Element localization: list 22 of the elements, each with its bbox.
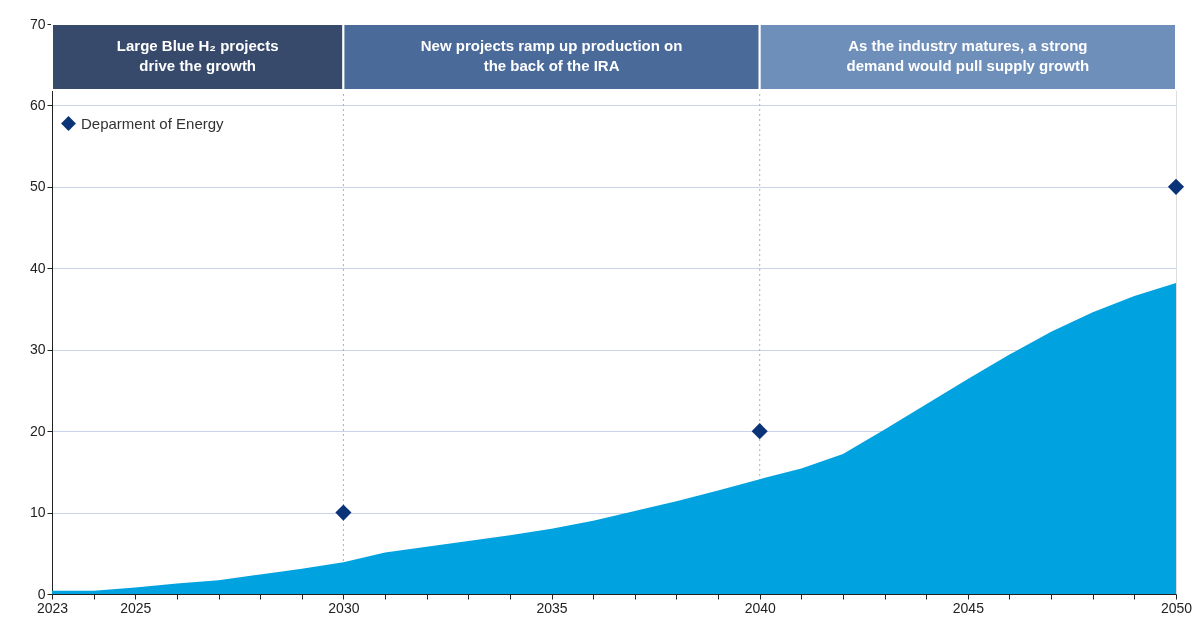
y-tick-label: 40 — [29, 259, 46, 276]
band-label: New projects ramp up production on the back of the IRA — [420, 37, 683, 74]
x-tick-label: 2025 — [120, 599, 152, 616]
band-label: As the industry matures, a strong demand would pull supply growth — [846, 37, 1090, 74]
band-label: Large Blue H₂ projects drive the growth — [116, 37, 279, 74]
x-tick-label: 2035 — [536, 599, 568, 616]
y-tick-label: 30 — [29, 341, 46, 358]
y-tick-label: 50 — [29, 178, 46, 195]
point — [335, 504, 352, 521]
y-tick-label: 60 — [29, 96, 46, 113]
x-tick-label: 2050 — [1160, 599, 1193, 616]
y-tick-label: 0 — [37, 585, 46, 602]
y-tick-label: 20 — [29, 422, 46, 439]
point — [1167, 178, 1185, 195]
legend-label: Deparment of Energy — [81, 114, 225, 132]
x-tick-label: 2045 — [952, 599, 985, 616]
point — [751, 423, 768, 440]
x-tick-label: 2023 — [36, 599, 69, 616]
y-tick-label: 70 — [29, 15, 46, 32]
x-tick-label: 2040 — [744, 599, 776, 616]
x-tick-label: 2030 — [328, 599, 360, 616]
y-tick-label: 10 — [29, 504, 46, 521]
